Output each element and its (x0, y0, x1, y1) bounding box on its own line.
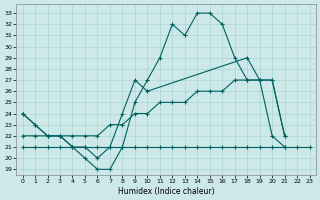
X-axis label: Humidex (Indice chaleur): Humidex (Indice chaleur) (118, 187, 214, 196)
